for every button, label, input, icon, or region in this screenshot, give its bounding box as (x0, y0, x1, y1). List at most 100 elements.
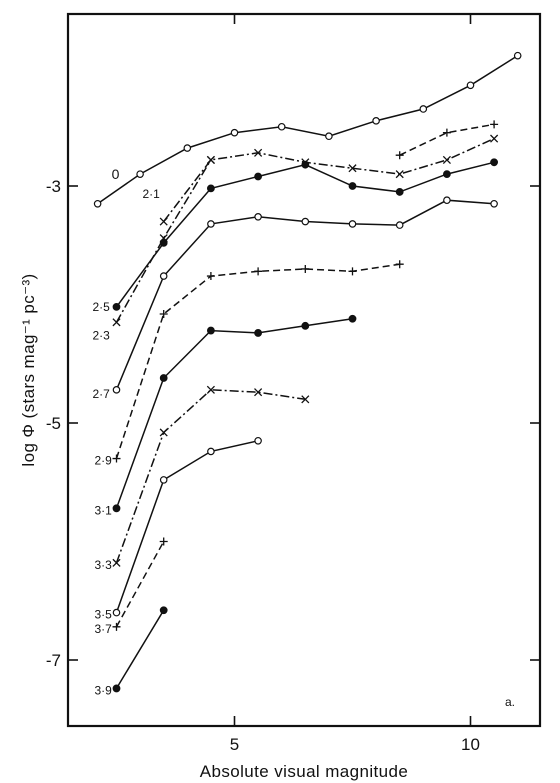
x-tick-label: 10 (461, 735, 480, 754)
data-point-cross (490, 134, 499, 143)
curve-label: 2·3 (93, 328, 111, 342)
data-point-open-circle (372, 117, 380, 125)
panel-label: a. (505, 695, 515, 709)
series-0 (93, 51, 522, 208)
series-line (115, 317, 353, 509)
series-4 (112, 155, 215, 327)
data-point-plus (348, 267, 357, 276)
series-1 (159, 134, 499, 226)
data-point-open-circle (159, 272, 168, 280)
plot-frame (66, 12, 542, 728)
data-point-cross (112, 558, 121, 567)
data-point-open-circle (136, 170, 144, 178)
series-line (163, 137, 495, 222)
data-point-cross (159, 217, 168, 226)
data-point-open-circle (513, 51, 522, 60)
y-tick-label: -7 (46, 651, 61, 670)
data-point-open-circle (466, 81, 475, 90)
data-point-plus (112, 622, 121, 631)
data-point-filled-circle (254, 172, 263, 181)
series-7 (112, 314, 357, 513)
data-point-filled-circle (348, 182, 357, 190)
curve-label: 2·1 (142, 187, 160, 201)
data-point-open-circle (443, 196, 451, 205)
y-tick-label: -3 (46, 177, 61, 196)
series-line (399, 123, 495, 156)
data-point-filled-circle (112, 504, 121, 513)
curve-label: 3·7 (95, 622, 113, 636)
data-point-filled-circle (159, 374, 168, 382)
data-point-cross (395, 170, 404, 179)
curve-label: 0 (112, 166, 120, 182)
series-line (115, 199, 495, 391)
series-line (97, 54, 519, 205)
curve-label: 2·9 (95, 454, 113, 468)
series-line (115, 541, 165, 628)
data-point-filled-circle (395, 188, 404, 196)
data-point-plus (490, 120, 499, 129)
data-point-open-circle (490, 199, 498, 208)
series-5 (112, 196, 498, 394)
data-point-open-circle (159, 476, 168, 484)
data-point-plus (254, 267, 263, 276)
data-point-cross (254, 388, 263, 397)
data-point-open-circle (301, 217, 310, 226)
series-line (115, 440, 259, 613)
data-point-cross (206, 385, 215, 394)
curve-label: 3·1 (95, 503, 113, 517)
data-point-open-circle (254, 213, 262, 221)
series-11 (112, 606, 168, 693)
series-9 (112, 436, 262, 617)
tick-group: 5 10 -3 -5 -7 (46, 14, 540, 754)
data-point-plus (395, 260, 404, 269)
data-point-open-circle (93, 199, 102, 208)
data-point-open-circle (277, 122, 286, 131)
curve-label: 2·5 (93, 300, 111, 314)
data-point-open-circle (419, 105, 428, 113)
data-point-filled-circle (207, 326, 215, 335)
data-point-filled-circle (112, 684, 121, 693)
series-10 (112, 537, 168, 631)
data-point-plus (112, 454, 121, 463)
series-group (93, 51, 522, 693)
curve-label-group: 0 2·1 2·5 2·3 2·7 2·9 3·1 3·3 3·53·7 3·9 (93, 166, 161, 698)
data-point-filled-circle (301, 321, 310, 330)
data-point-cross (442, 155, 451, 164)
data-point-open-circle (207, 220, 215, 228)
curve-label: 2·7 (93, 387, 111, 401)
series-line (115, 263, 400, 459)
data-point-open-circle (207, 447, 215, 456)
series-line (115, 159, 212, 323)
y-axis-title: log Φ (stars mag⁻¹ pc⁻³) (19, 273, 38, 466)
data-point-cross (301, 395, 310, 404)
series-8 (112, 385, 310, 567)
data-point-plus (159, 309, 168, 318)
series-line (115, 389, 306, 564)
data-point-open-circle (325, 132, 333, 141)
data-point-filled-circle (490, 158, 499, 167)
data-point-filled-circle (443, 170, 451, 179)
series-line (115, 161, 495, 308)
y-tick-label: -5 (46, 414, 61, 433)
series-line (115, 609, 165, 689)
x-tick-label: 5 (230, 735, 239, 754)
data-point-filled-circle (254, 329, 263, 337)
data-point-plus (442, 128, 451, 137)
data-point-cross (159, 234, 168, 243)
data-point-open-circle (183, 144, 192, 152)
data-point-open-circle (254, 436, 262, 445)
data-point-cross (206, 155, 215, 164)
data-point-plus (395, 151, 404, 160)
data-point-cross (348, 164, 357, 173)
data-point-filled-circle (348, 314, 357, 323)
data-point-open-circle (395, 221, 404, 229)
data-point-cross (112, 318, 121, 327)
curve-label: 3·9 (95, 683, 113, 697)
data-point-open-circle (112, 608, 121, 617)
curve-label: 3·3 (95, 558, 113, 572)
data-point-open-circle (230, 128, 239, 137)
series-2 (395, 120, 499, 160)
data-point-open-circle (112, 386, 121, 394)
x-axis-title: Absolute visual magnitude (200, 762, 408, 781)
